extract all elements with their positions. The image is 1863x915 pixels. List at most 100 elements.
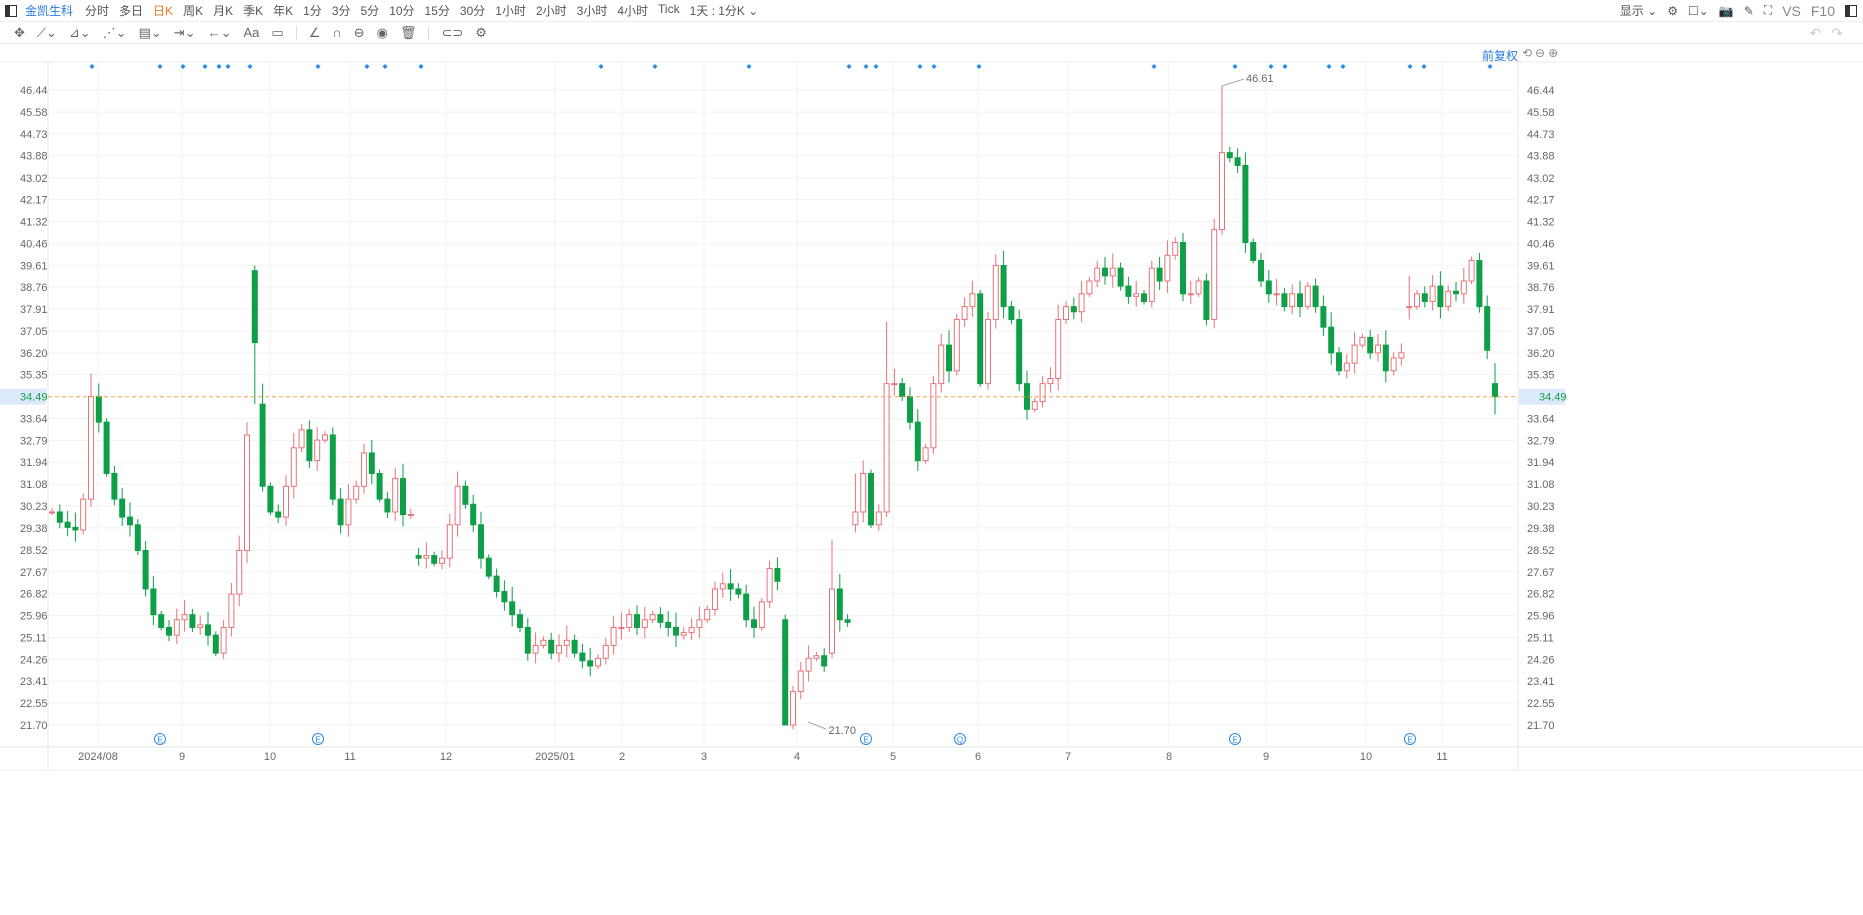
candle-body [712,588,718,610]
drawing-tool-icon[interactable]: ✥ [14,24,25,40]
drawing-tool-icon[interactable]: ⊂⊃ [441,24,464,40]
candle-body [111,472,118,500]
pencil-icon[interactable]: ✎ [1743,3,1754,18]
candle-body [1187,293,1194,296]
event-dot-icon [157,64,163,69]
camera-icon[interactable]: 📷 [1718,3,1734,18]
y-tick-label-left: 45.58 [20,107,48,119]
period-tab[interactable]: 3小时 [576,4,608,18]
y-tick-label-right: 28.52 [1527,545,1555,557]
drawing-tool-icon[interactable]: ▭ [271,24,284,40]
zoom-controls[interactable]: ⟲⊖⊕ [1522,46,1562,60]
candle-body [1320,306,1327,328]
period-tab[interactable]: 15分 [424,4,450,18]
sidebar-toggle-icon[interactable] [5,4,17,17]
period-tab[interactable]: 月K [213,4,234,18]
candle-body [173,619,180,636]
period-tab[interactable]: 1小时 [495,4,526,18]
period-tab[interactable]: 1天 : 1分K ⌄ [689,4,759,18]
drawing-tool-icon[interactable]: ∩ [332,25,342,40]
event-marker-icon[interactable] [312,733,324,745]
layout-dropdown-icon[interactable]: ☐⌄ [1687,3,1709,18]
event-dot-icon [1340,64,1346,69]
drawing-tool-icon[interactable]: ◉ [376,24,388,40]
candle-body [95,395,102,423]
period-tab[interactable]: 30分 [459,4,486,18]
period-tab[interactable]: 年K [273,4,294,18]
display-dropdown[interactable]: 显示 ⌄ [1619,4,1658,18]
x-tick-label: 12 [440,751,452,763]
adjust-mode-button[interactable]: 前复权 [1482,49,1519,63]
candle-body [961,306,968,320]
settings-icon[interactable]: ⚙ [1667,3,1678,18]
candle-body [532,644,539,654]
y-tick-label-left: 24.26 [20,654,48,666]
drawing-tool-icon[interactable]: ←⌄ [207,24,232,40]
period-tab[interactable]: 2小时 [535,4,567,18]
period-tab[interactable]: 周K [183,4,204,18]
divider [428,25,430,40]
candle-body [649,614,656,621]
drawing-tool-icon[interactable]: ⚙ [475,24,487,40]
candle-body [88,395,94,500]
max-leader-line [1221,78,1245,87]
event-marker-icon[interactable] [1404,733,1416,745]
stock-name[interactable]: 金凯生科 [25,4,74,18]
period-tab[interactable]: 3分 [331,4,351,18]
candle-body [680,632,687,636]
x-tick-label: 8 [1166,751,1172,763]
period-tab[interactable]: 多日 [119,4,144,18]
event-marker-icon[interactable] [860,733,872,745]
undo-icon[interactable]: ↶ [1809,25,1832,41]
drawing-tool-icon[interactable]: ⟋⌄ [36,24,57,40]
y-tick-label-left: 33.64 [20,414,48,426]
period-tab[interactable]: 季K [243,4,264,18]
event-dot-icon [180,64,186,69]
candle-body [1250,241,1257,261]
drawing-tool-icon[interactable]: ⋰⌄ [102,24,127,40]
period-tab[interactable]: Tick [658,2,680,16]
y-tick-label-left: 25.96 [20,611,48,623]
candle-body [758,601,765,628]
fullscreen-icon[interactable]: ⛶ [1763,3,1773,17]
candle-body [470,503,477,526]
y-tick-label-left: 23.41 [20,676,48,688]
y-tick-label-left: 30.23 [20,501,48,513]
candle-body [353,485,360,500]
drawing-tool-icon[interactable]: ⇥⌄ [173,24,196,40]
min-leader-line [807,721,827,730]
event-marker-icon[interactable] [954,733,966,745]
event-dot-icon [863,64,869,69]
event-dot-icon [598,64,604,69]
period-tab[interactable]: 日K [153,4,174,18]
candle-body [1421,293,1428,302]
event-marker-label: E [315,736,320,745]
y-tick-label-right: 40.46 [1527,238,1555,250]
drawing-tool-icon[interactable]: ∠ [308,24,321,40]
panel-toggle-icon[interactable] [1845,4,1857,17]
vs-button[interactable]: VS [1782,2,1801,19]
period-tab[interactable]: 4小时 [617,4,649,18]
y-tick-label-left: 41.32 [20,216,48,228]
drawing-tool-icon[interactable]: ▤⌄ [138,24,162,40]
drawing-tool-icon[interactable]: 🗑 [399,24,417,40]
event-dot-icon [364,64,370,69]
event-marker-icon[interactable] [1229,733,1241,745]
f10-button[interactable]: F10 [1810,2,1835,19]
drawing-tool-icon[interactable]: ⊖ [353,24,365,40]
event-marker-icon[interactable] [154,733,166,745]
candle-body [415,555,422,559]
candle-body [868,472,874,526]
period-tab[interactable]: 10分 [389,4,415,18]
period-tab[interactable]: 分时 [85,4,110,18]
candle-body [478,524,484,559]
period-tab[interactable]: 1分 [303,4,322,18]
period-tab[interactable]: 5分 [360,4,380,18]
candle-body [290,447,297,487]
redo-icon[interactable]: ↷ [1831,25,1853,41]
candle-body [1109,267,1116,277]
drawing-tool-icon[interactable]: Aa [243,25,260,40]
candle-body [1000,265,1007,308]
drawing-tool-icon[interactable]: ⊿⌄ [68,24,91,40]
